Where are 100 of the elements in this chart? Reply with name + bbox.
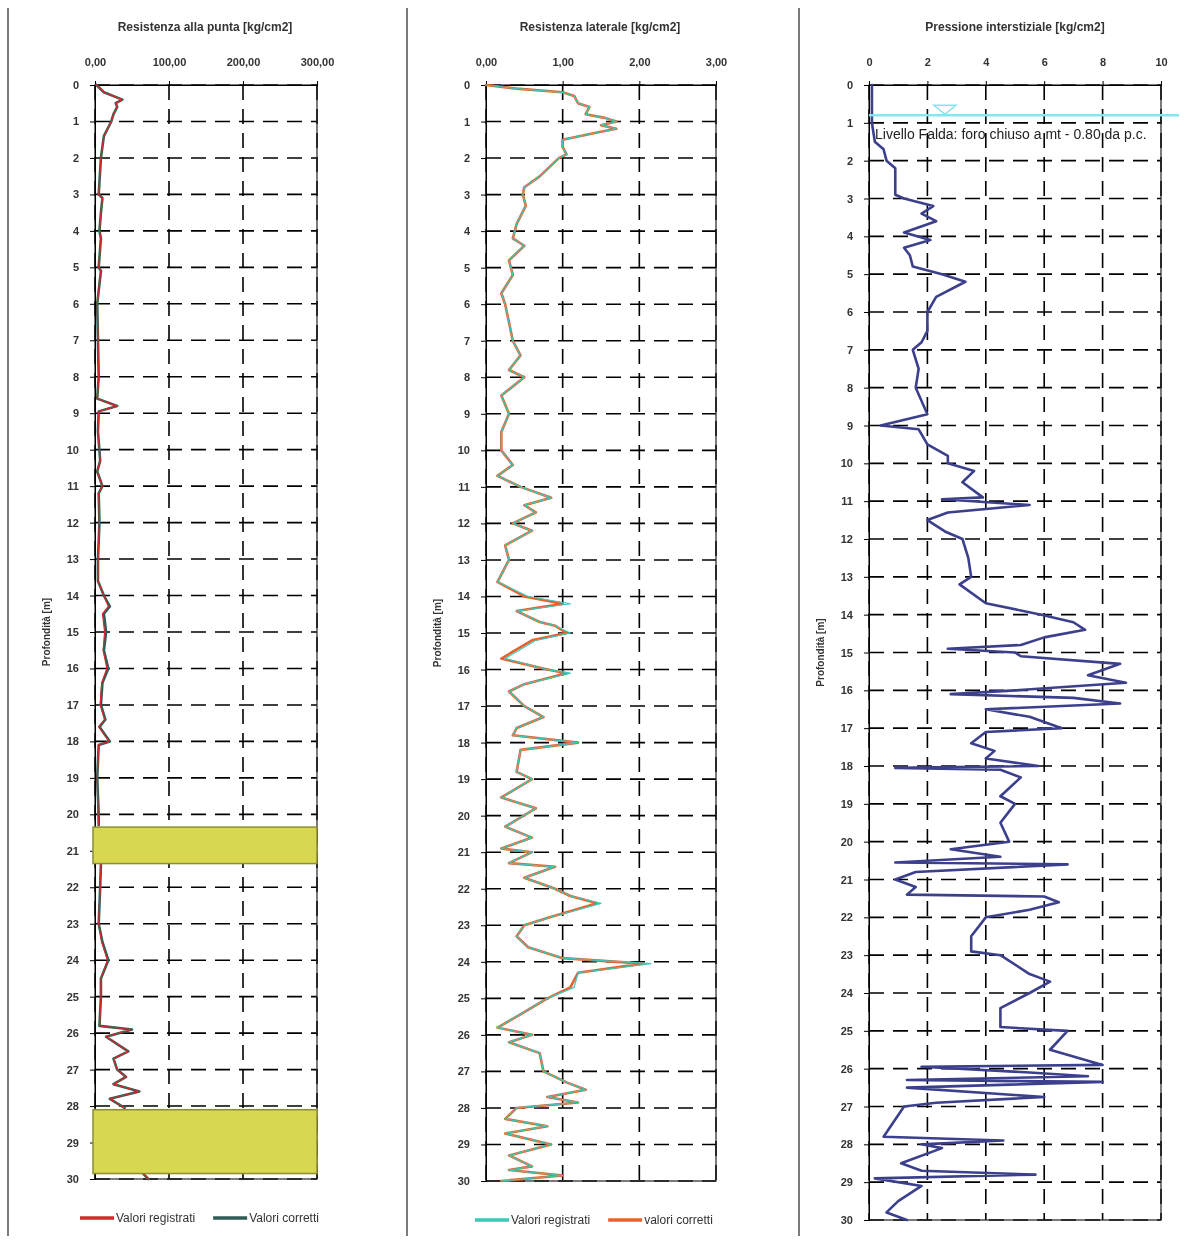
y-tick-label: 28 (66, 1100, 79, 1113)
y-tick-label: 8 (72, 370, 79, 383)
y-tick-label: 28 (457, 1101, 470, 1114)
y-tick-label: 7 (72, 334, 79, 347)
y-tick-label: 5 (463, 261, 470, 274)
x-tick-label: 0 (866, 56, 873, 68)
y-axis-title: Profondità [m] (432, 598, 443, 668)
y-tick-label: 20 (457, 809, 470, 822)
y-tick-label: 15 (66, 626, 79, 639)
x-tick-label: 6 (1041, 56, 1048, 68)
y-tick-label: 9 (463, 407, 470, 420)
y-tick-label: 4 (72, 224, 80, 237)
y-tick-label: 11 (67, 480, 79, 493)
y-tick-label: 10 (66, 443, 79, 456)
y-tick-label: 18 (66, 735, 79, 748)
y-tick-label: 5 (72, 261, 79, 274)
y-tick-label: 1 (846, 116, 853, 129)
y-tick-label: 14 (457, 590, 471, 603)
y-tick-label: 12 (66, 516, 79, 529)
y-tick-label: 6 (72, 297, 79, 310)
y-tick-label: 19 (457, 773, 470, 786)
y-tick-label: 17 (840, 722, 853, 735)
chart-title: Resistenza alla punta [kg/cm2] (117, 20, 293, 34)
y-tick-label: 25 (66, 990, 79, 1003)
y-tick-label: 15 (457, 627, 470, 640)
legend-label: Valori corretti (249, 1211, 319, 1225)
y-tick-label: 14 (66, 589, 80, 602)
x-tick-label: 10 (1155, 56, 1168, 68)
y-tick-label: 7 (846, 343, 853, 356)
y-tick-label: 11 (841, 495, 853, 508)
y-tick-label: 4 (846, 230, 854, 243)
y-tick-label: 30 (840, 1214, 853, 1227)
x-tick-label: 0,00 (84, 56, 107, 68)
y-tick-label: 23 (840, 949, 853, 962)
y-tick-label: 30 (66, 1173, 79, 1186)
y-tick-label: 8 (846, 381, 853, 394)
legend-label: Valori registrati (511, 1213, 591, 1227)
y-tick-label: 20 (66, 808, 79, 821)
y-tick-label: 24 (840, 987, 854, 1000)
y-tick-label: 24 (457, 955, 471, 968)
legend-label: valori corretti (644, 1213, 713, 1227)
y-tick-label: 10 (457, 444, 470, 457)
legend-label: Valori registrati (116, 1211, 196, 1225)
y-tick-label: 3 (463, 188, 470, 201)
y-tick-label: 11 (458, 480, 470, 493)
y-tick-label: 10 (840, 457, 853, 470)
chart-title: Resistenza laterale [kg/cm2] (519, 20, 681, 34)
y-tick-label: 9 (846, 419, 853, 432)
y-tick-label: 22 (457, 882, 470, 895)
y-tick-label: 23 (457, 919, 470, 932)
y-tick-label: 23 (66, 917, 79, 930)
y-tick-label: 0 (846, 79, 853, 92)
y-tick-label: 2 (72, 151, 79, 164)
y-tick-label: 26 (66, 1027, 79, 1040)
y-tick-label: 21 (457, 846, 470, 859)
x-tick-label: 100,00 (152, 56, 187, 68)
y-tick-label: 5 (846, 268, 853, 281)
y-tick-label: 27 (840, 1100, 853, 1113)
y-tick-label: 21 (840, 873, 853, 886)
y-tick-label: 7 (463, 334, 470, 347)
y-tick-label: 8 (463, 371, 470, 384)
x-tick-label: 2 (924, 56, 931, 68)
y-tick-label: 16 (840, 684, 853, 697)
y-tick-label: 22 (66, 881, 79, 894)
y-tick-label: 13 (457, 553, 470, 566)
y-tick-label: 19 (840, 797, 853, 810)
legend-label: Livello Falda: foro chiuso a mt - 0.80 da p.c. (875, 126, 1147, 143)
y-tick-label: 12 (457, 517, 470, 530)
x-tick-label: 300,00 (300, 56, 335, 68)
y-tick-label: 13 (840, 570, 853, 583)
y-tick-label: 15 (840, 646, 853, 659)
y-tick-label: 25 (457, 992, 470, 1005)
y-tick-label: 4 (463, 225, 471, 238)
y-tick-label: 2 (846, 154, 853, 167)
y-tick-label: 6 (463, 298, 470, 311)
y-axis-title: Profondità [m] (41, 597, 52, 667)
y-tick-label: 20 (840, 835, 853, 848)
y-tick-label: 24 (66, 954, 80, 967)
y-tick-label: 12 (840, 533, 853, 546)
y-tick-label: 3 (72, 188, 79, 201)
y-tick-label: 1 (72, 115, 79, 128)
y-tick-label: 26 (840, 1062, 853, 1075)
x-tick-label: 200,00 (226, 56, 261, 68)
y-tick-label: 21 (66, 844, 79, 857)
y-axis-title: Profondità [m] (815, 618, 826, 687)
y-tick-label: 18 (457, 736, 470, 749)
y-tick-label: 2 (463, 152, 470, 165)
y-tick-label: 17 (457, 700, 470, 713)
y-tick-label: 27 (66, 1063, 79, 1076)
y-tick-label: 30 (457, 1175, 470, 1188)
y-tick-label: 0 (72, 79, 79, 92)
y-tick-label: 6 (846, 306, 853, 319)
y-tick-label: 17 (66, 698, 79, 711)
y-tick-label: 16 (66, 662, 79, 675)
y-tick-label: 16 (457, 663, 470, 676)
y-tick-label: 19 (66, 771, 79, 784)
y-tick-label: 25 (840, 1024, 853, 1037)
y-tick-label: 14 (840, 608, 854, 621)
y-tick-label: 29 (66, 1136, 79, 1149)
x-tick-label: 3,00 (705, 56, 728, 68)
